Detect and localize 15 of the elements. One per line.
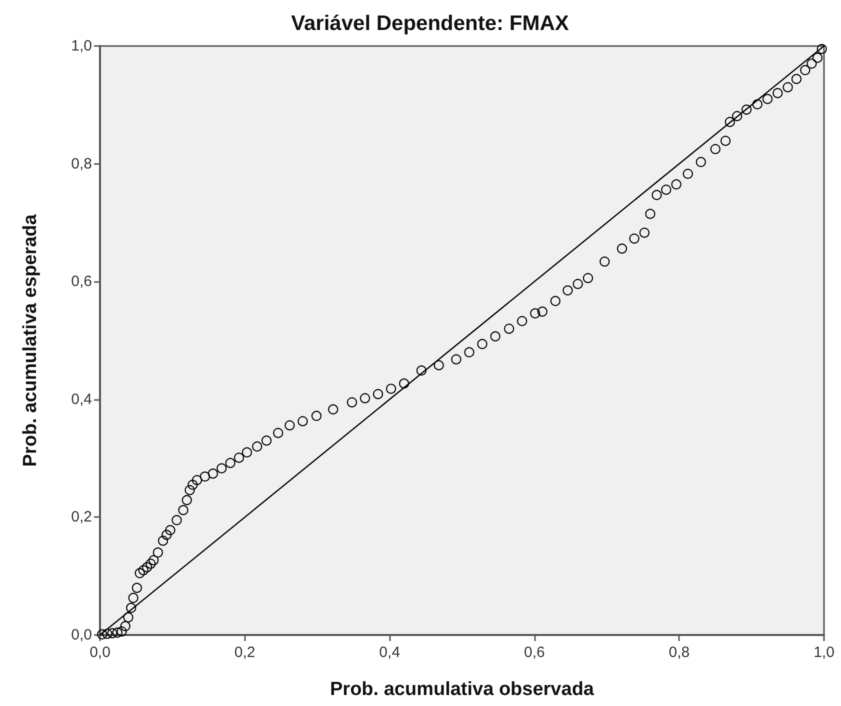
x-axis-title: Prob. acumulativa observada xyxy=(330,679,594,700)
y-tick-label: 1,0 xyxy=(71,38,92,54)
y-tick-label: 0,6 xyxy=(71,273,92,290)
x-tick-label: 0,0 xyxy=(90,644,110,661)
x-tick-label: 0,8 xyxy=(668,644,690,661)
y-axis-title: Prob. acumulativa esperada xyxy=(20,214,41,467)
x-tick-label: 0,2 xyxy=(234,644,256,661)
chart-title: Variável Dependente: FMAX xyxy=(291,12,569,35)
y-tick-label: 0,2 xyxy=(71,508,92,526)
x-tick-label: 0,6 xyxy=(524,644,545,661)
x-tick-label: 1,0 xyxy=(814,644,834,661)
y-tick-label: 0,4 xyxy=(71,390,92,408)
y-tick-label: 0,0 xyxy=(71,626,92,644)
x-tick-label: 0,4 xyxy=(379,644,400,661)
y-tick-label: 0,8 xyxy=(71,155,92,172)
